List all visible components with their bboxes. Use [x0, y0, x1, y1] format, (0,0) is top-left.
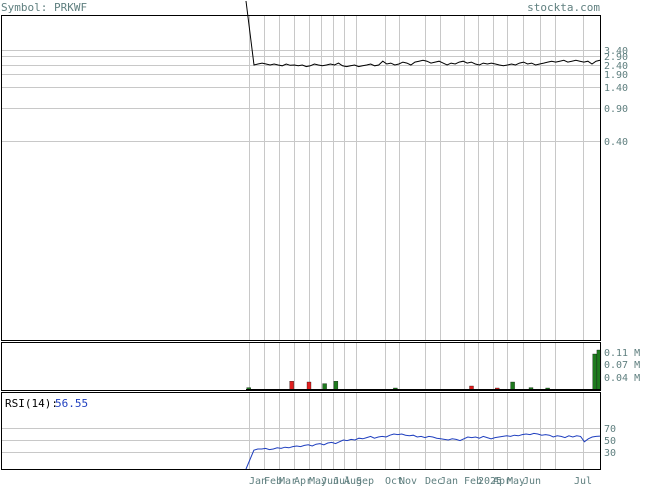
x-tick-label: Feb — [464, 476, 482, 486]
symbol-label: Symbol: PRKWF — [1, 1, 87, 14]
grid-layer — [1, 15, 600, 469]
x-tick-label: Jan — [440, 476, 458, 486]
rsi-line — [245, 432, 601, 470]
site-label: stockta.com — [527, 1, 600, 14]
x-tick-label: Sep — [356, 476, 374, 486]
volume-tick-label: 0.07 M — [604, 360, 640, 371]
price-tick-label: 2.90 — [604, 52, 628, 63]
x-tick-label: Jun — [523, 476, 541, 486]
price-tick-label: 0.40 — [604, 137, 628, 148]
rsi-tick-label: 30 — [604, 448, 616, 459]
price-frame — [1, 15, 601, 341]
x-tick-label: Apr — [493, 476, 511, 486]
price-tick-label: 1.40 — [604, 83, 628, 94]
price-tick-label: 2.40 — [604, 61, 628, 72]
volume-bar — [510, 381, 515, 391]
rsi-label: RSI(14): — [5, 397, 58, 410]
price-tick-label: 1.90 — [604, 70, 628, 81]
x-tick-label: 2025 — [478, 476, 502, 486]
volume-tick-label: 0.11 M — [604, 348, 640, 359]
x-tick-label: Mar — [279, 476, 297, 486]
rsi-tick-label: 70 — [604, 424, 616, 435]
volume-frame — [1, 342, 601, 391]
volume-bar — [592, 353, 597, 391]
x-tick-label: Aug — [344, 476, 362, 486]
panel-frames — [1, 15, 601, 470]
x-tick-label: Jun — [321, 476, 339, 486]
volume-bar — [289, 381, 294, 391]
x-tick-label: Jul — [574, 476, 592, 486]
volume-tick-label: 0.04 M — [604, 373, 640, 384]
x-tick-label: Jul — [333, 476, 351, 486]
volume-bar — [306, 381, 312, 391]
price-tick-label: 3.40 — [604, 46, 628, 57]
x-tick-label: Feb — [264, 476, 282, 486]
x-tick-label: May — [309, 476, 327, 486]
volume-bar — [333, 381, 339, 391]
x-tick-label: Nov — [399, 476, 417, 486]
x-tick-label: May — [507, 476, 525, 486]
x-tick-label: Oct — [385, 476, 403, 486]
rsi-frame — [1, 392, 601, 470]
x-tick-label: Dec — [425, 476, 443, 486]
volume-panel: 0.11 M0.07 M 0.04 M — [246, 348, 640, 391]
x-tick-label: Jan — [249, 476, 267, 486]
x-tick-label: Apr — [294, 476, 312, 486]
rsi-tick-label: 50 — [604, 436, 616, 447]
rsi-value: 56.55 — [55, 397, 88, 410]
price-line — [245, 0, 601, 68]
price-tick-label: 0.90 — [604, 104, 628, 115]
price-panel: 3.402.902.401.90 1.40 0.90 0.40 — [245, 0, 628, 148]
